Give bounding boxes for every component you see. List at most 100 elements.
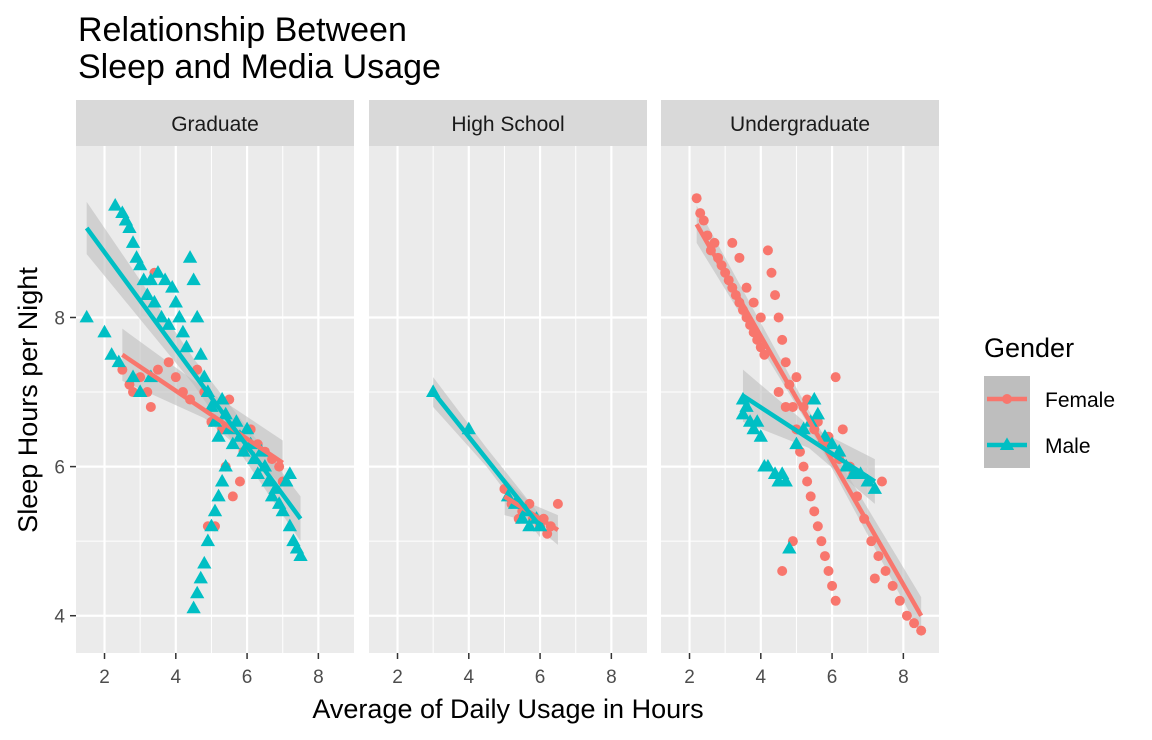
series-female-points bbox=[691, 193, 927, 636]
data-point bbox=[816, 536, 827, 547]
data-point bbox=[190, 585, 205, 599]
data-point bbox=[795, 446, 805, 457]
data-point bbox=[207, 414, 223, 427]
data-point bbox=[780, 357, 791, 368]
data-point bbox=[869, 573, 880, 584]
data-point bbox=[211, 429, 226, 442]
data-point bbox=[819, 551, 830, 562]
legend-key-circle bbox=[1002, 394, 1012, 404]
data-point bbox=[79, 309, 94, 323]
panel-high-school: High School 2 4 6 8 bbox=[369, 100, 647, 691]
data-point bbox=[157, 272, 173, 286]
data-point bbox=[279, 473, 294, 487]
data-point bbox=[133, 384, 148, 397]
data-point bbox=[250, 466, 265, 479]
data-point bbox=[211, 488, 226, 502]
data-point bbox=[827, 580, 838, 591]
data-point bbox=[753, 429, 768, 442]
data-point bbox=[104, 347, 119, 360]
legend: Gender Female Male bbox=[984, 333, 1115, 468]
data-point bbox=[152, 364, 163, 375]
x-tick-label: 4 bbox=[464, 667, 475, 688]
data-point bbox=[709, 237, 720, 248]
data-point bbox=[108, 197, 123, 211]
data-point bbox=[876, 476, 887, 487]
data-point bbox=[762, 245, 773, 256]
x-tick-label: 6 bbox=[827, 667, 838, 688]
data-point bbox=[777, 334, 788, 345]
data-point bbox=[837, 424, 848, 435]
data-point bbox=[214, 391, 230, 405]
series-male-points bbox=[79, 197, 308, 614]
data-point bbox=[773, 312, 784, 323]
data-point bbox=[282, 518, 297, 532]
data-point bbox=[798, 461, 809, 472]
chart-title-line-1: Relationship Between bbox=[78, 11, 407, 49]
data-point bbox=[759, 349, 770, 360]
legend-entry-female: Female bbox=[984, 376, 1115, 422]
data-point bbox=[773, 387, 784, 398]
data-point bbox=[787, 401, 798, 412]
data-point bbox=[236, 444, 251, 457]
data-point bbox=[542, 528, 553, 539]
data-point bbox=[133, 257, 148, 271]
data-point bbox=[275, 503, 290, 517]
data-point bbox=[515, 511, 530, 524]
facet-strip bbox=[76, 100, 354, 146]
data-point bbox=[741, 282, 752, 293]
data-point bbox=[282, 466, 297, 479]
data-point bbox=[691, 193, 702, 204]
facet-strip-label: High School bbox=[451, 113, 564, 136]
trend-line-female bbox=[121, 352, 284, 465]
data-point bbox=[901, 610, 912, 621]
data-point bbox=[125, 235, 141, 248]
x-tick-label: 4 bbox=[756, 667, 767, 688]
data-point bbox=[193, 347, 208, 360]
data-point bbox=[117, 364, 128, 375]
data-point bbox=[807, 391, 822, 405]
data-point bbox=[179, 339, 194, 353]
panel-graduate: Graduate 2 4 6 8 4 6 8 bbox=[54, 100, 354, 691]
data-point bbox=[218, 406, 233, 420]
data-point bbox=[163, 357, 174, 368]
legend-entry-male: Male bbox=[984, 422, 1091, 468]
facet-strip-label: Undergraduate bbox=[730, 113, 870, 136]
chart-title: Relationship Between Sleep and Media Usa… bbox=[78, 11, 441, 86]
x-tick-label: 2 bbox=[392, 667, 403, 688]
data-point bbox=[778, 473, 793, 487]
data-point bbox=[161, 317, 176, 330]
data-point bbox=[789, 436, 804, 450]
data-point bbox=[204, 518, 219, 532]
data-point bbox=[873, 551, 884, 562]
data-point bbox=[293, 548, 308, 562]
panel-undergraduate: Undergraduate 2 4 6 8 bbox=[661, 100, 939, 691]
data-point bbox=[860, 473, 875, 487]
data-point bbox=[125, 369, 141, 383]
data-point bbox=[739, 399, 754, 412]
data-point bbox=[810, 406, 825, 420]
y-axis-title: Sleep Hours per Night bbox=[13, 267, 43, 533]
data-point bbox=[239, 421, 255, 435]
data-point bbox=[805, 491, 816, 502]
data-point bbox=[552, 498, 563, 509]
series-male-points bbox=[735, 391, 882, 554]
data-point bbox=[193, 570, 208, 584]
data-point bbox=[165, 280, 180, 293]
data-point bbox=[172, 309, 187, 323]
facet-strip bbox=[661, 100, 939, 146]
data-point bbox=[812, 521, 823, 532]
gridlines bbox=[369, 146, 647, 691]
data-point bbox=[777, 565, 788, 576]
data-point bbox=[791, 372, 802, 383]
panel-background bbox=[369, 146, 647, 653]
data-point bbox=[197, 555, 212, 569]
data-point bbox=[909, 618, 920, 629]
data-point bbox=[111, 354, 126, 368]
x-tick-label: 6 bbox=[242, 667, 253, 688]
data-point bbox=[748, 297, 759, 308]
data-point bbox=[698, 215, 709, 226]
x-tick-label: 2 bbox=[99, 667, 110, 688]
data-point bbox=[867, 481, 882, 494]
data-point bbox=[207, 503, 223, 517]
